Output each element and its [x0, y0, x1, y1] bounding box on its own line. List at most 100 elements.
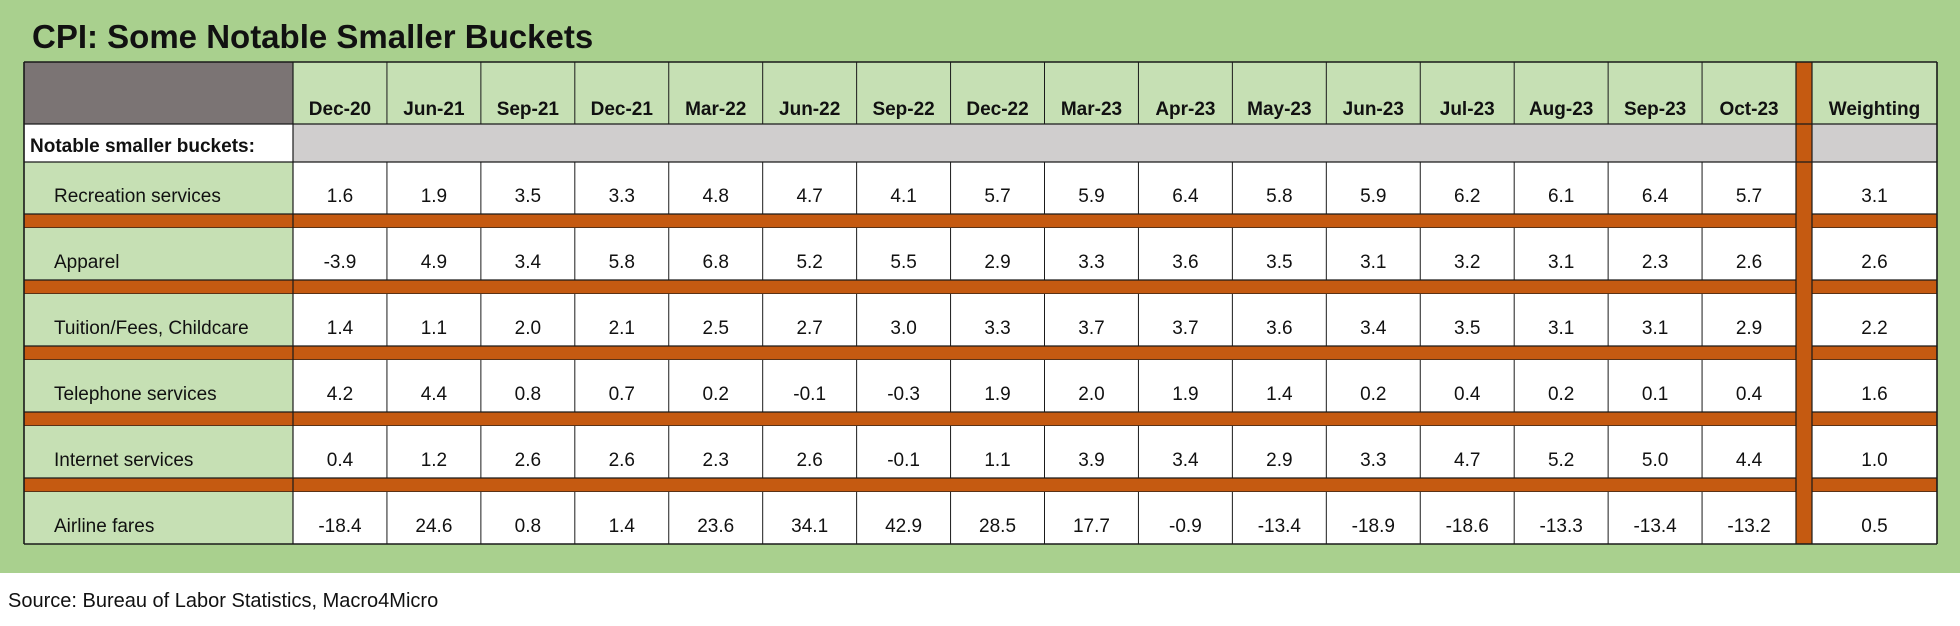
- cell-value-internet-services-sep-22: -0.1: [887, 450, 920, 471]
- column-header-dec-22: Dec-22: [966, 99, 1028, 120]
- cell-value-tuition-fees-childcare-dec-20: 1.4: [327, 318, 354, 339]
- page-title: CPI: Some Notable Smaller Buckets: [32, 18, 594, 55]
- cell-value-internet-services-jul-23: 4.7: [1454, 450, 1480, 471]
- cell-value-recreation-services-jun-22: 4.7: [796, 186, 822, 207]
- source-note: Source: Bureau of Labor Statistics, Macr…: [8, 590, 439, 612]
- cell-value-telephone-services-jun-23: 0.2: [1360, 384, 1386, 405]
- weight-value-apparel: 2.6: [1861, 252, 1887, 273]
- cell-value-telephone-services-dec-22: 1.9: [984, 384, 1010, 405]
- cell-value-internet-services-may-23: 2.9: [1266, 450, 1292, 471]
- cell-value-telephone-services-jun-21: 4.4: [421, 384, 448, 405]
- cell-value-internet-services-oct-23: 4.4: [1736, 450, 1763, 471]
- cell-value-airline-fares-sep-22: 42.9: [885, 516, 922, 537]
- column-header-sep-22: Sep-22: [872, 99, 934, 120]
- row-label-tuition-fees-childcare: Tuition/Fees, Childcare: [54, 318, 249, 339]
- column-header-sep-21: Sep-21: [497, 99, 560, 120]
- column-header-aug-23: Aug-23: [1529, 99, 1593, 120]
- cell-value-internet-services-mar-23: 3.9: [1078, 450, 1104, 471]
- cell-value-tuition-fees-childcare-aug-23: 3.1: [1548, 318, 1574, 339]
- cell-value-apparel-sep-22: 5.5: [890, 252, 916, 273]
- cell-value-apparel-sep-21: 3.4: [515, 252, 542, 273]
- weight-value-telephone-services: 1.6: [1861, 384, 1887, 405]
- cell-value-recreation-services-aug-23: 6.1: [1548, 186, 1574, 207]
- section-band-weighting: [1812, 124, 1937, 162]
- weighting-header: Weighting: [1829, 99, 1920, 120]
- row-weight-cell-internet-services: [1812, 426, 1937, 478]
- cell-value-apparel-mar-22: 6.8: [703, 252, 729, 273]
- column-header-jun-22: Jun-22: [779, 99, 840, 120]
- column-header-sep-23: Sep-23: [1624, 99, 1686, 120]
- cell-value-internet-services-dec-20: 0.4: [327, 450, 354, 471]
- cell-value-internet-services-jun-22: 2.6: [796, 450, 822, 471]
- cell-value-airline-fares-sep-21: 0.8: [515, 516, 541, 537]
- cell-value-airline-fares-aug-23: -13.3: [1540, 516, 1583, 537]
- column-header-dec-21: Dec-21: [591, 99, 654, 120]
- cell-value-apparel-jun-22: 5.2: [796, 252, 822, 273]
- cell-value-tuition-fees-childcare-sep-21: 2.0: [515, 318, 541, 339]
- weight-value-tuition-fees-childcare: 2.2: [1861, 318, 1887, 339]
- cell-value-internet-services-apr-23: 3.4: [1172, 450, 1199, 471]
- cell-value-internet-services-aug-23: 5.2: [1548, 450, 1574, 471]
- cell-value-telephone-services-oct-23: 0.4: [1736, 384, 1763, 405]
- column-header-apr-23: Apr-23: [1155, 99, 1215, 120]
- cell-value-recreation-services-jul-23: 6.2: [1454, 186, 1480, 207]
- cell-value-airline-fares-jun-22: 34.1: [791, 516, 828, 537]
- cell-value-recreation-services-jun-21: 1.9: [421, 186, 447, 207]
- section-label-cell: [24, 124, 293, 162]
- column-header-jul-23: Jul-23: [1440, 99, 1495, 120]
- cell-value-recreation-services-dec-20: 1.6: [327, 186, 353, 207]
- row-weight-cell-recreation-services: [1812, 162, 1937, 214]
- cell-value-recreation-services-may-23: 5.8: [1266, 186, 1292, 207]
- cell-value-recreation-services-sep-21: 3.5: [515, 186, 541, 207]
- row-separator-2: [24, 280, 1937, 294]
- cell-value-tuition-fees-childcare-jun-21: 1.1: [421, 318, 447, 339]
- column-header-jun-23: Jun-23: [1343, 99, 1404, 120]
- row-label-cell-recreation-services: [24, 162, 293, 214]
- cell-value-apparel-dec-21: 5.8: [609, 252, 635, 273]
- cell-value-airline-fares-jun-21: 24.6: [415, 516, 452, 537]
- cell-value-airline-fares-sep-23: -13.4: [1633, 516, 1677, 537]
- cell-value-telephone-services-may-23: 1.4: [1266, 384, 1293, 405]
- cell-value-internet-services-dec-22: 1.1: [984, 450, 1010, 471]
- row-separator-5: [24, 478, 1937, 492]
- cell-value-airline-fares-dec-21: 1.4: [609, 516, 636, 537]
- row-label-cell-airline-fares: [24, 492, 293, 544]
- cell-value-recreation-services-sep-22: 4.1: [890, 186, 916, 207]
- row-separator-3: [24, 346, 1937, 360]
- cell-value-tuition-fees-childcare-jun-22: 2.7: [796, 318, 822, 339]
- cell-value-telephone-services-mar-22: 0.2: [703, 384, 729, 405]
- cell-value-telephone-services-dec-20: 4.2: [327, 384, 353, 405]
- cell-value-tuition-fees-childcare-dec-21: 2.1: [609, 318, 635, 339]
- cell-value-airline-fares-dec-22: 28.5: [979, 516, 1016, 537]
- column-header-oct-23: Oct-23: [1719, 99, 1778, 120]
- cell-value-internet-services-jun-23: 3.3: [1360, 450, 1386, 471]
- row-label-airline-fares: Airline fares: [54, 516, 154, 537]
- row-label-recreation-services: Recreation services: [54, 186, 221, 207]
- cell-value-telephone-services-jul-23: 0.4: [1454, 384, 1481, 405]
- cell-value-tuition-fees-childcare-apr-23: 3.7: [1172, 318, 1198, 339]
- cell-value-tuition-fees-childcare-sep-22: 3.0: [890, 318, 916, 339]
- cell-value-apparel-dec-20: -3.9: [324, 252, 357, 273]
- cell-value-telephone-services-sep-23: 0.1: [1642, 384, 1668, 405]
- cell-value-recreation-services-dec-22: 5.7: [984, 186, 1010, 207]
- cell-value-telephone-services-aug-23: 0.2: [1548, 384, 1574, 405]
- column-header-mar-23: Mar-23: [1061, 99, 1122, 120]
- weight-value-internet-services: 1.0: [1861, 450, 1887, 471]
- cell-value-airline-fares-dec-20: -18.4: [318, 516, 362, 537]
- section-label: Notable smaller buckets:: [30, 136, 255, 157]
- cell-value-telephone-services-mar-23: 2.0: [1078, 384, 1104, 405]
- row-separator-1: [24, 214, 1937, 228]
- cell-value-internet-services-mar-22: 2.3: [703, 450, 729, 471]
- row-label-cell-apparel: [24, 228, 293, 280]
- cell-value-telephone-services-sep-22: -0.3: [887, 384, 920, 405]
- row-label-telephone-services: Telephone services: [54, 384, 217, 405]
- column-header-mar-22: Mar-22: [685, 99, 746, 120]
- cell-value-tuition-fees-childcare-oct-23: 2.9: [1736, 318, 1762, 339]
- cell-value-apparel-apr-23: 3.6: [1172, 252, 1198, 273]
- cell-value-tuition-fees-childcare-sep-23: 3.1: [1642, 318, 1668, 339]
- cell-value-internet-services-dec-21: 2.6: [609, 450, 635, 471]
- column-header-jun-21: Jun-21: [403, 99, 465, 120]
- cell-value-apparel-jul-23: 3.2: [1454, 252, 1480, 273]
- cell-value-apparel-jun-21: 4.9: [421, 252, 447, 273]
- cell-value-airline-fares-may-23: -13.4: [1258, 516, 1302, 537]
